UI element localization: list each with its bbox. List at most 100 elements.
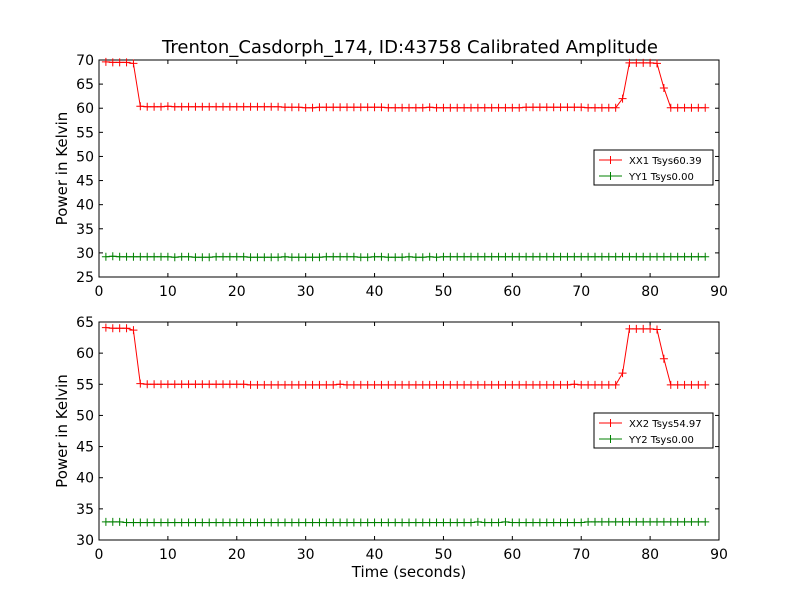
data-point (549, 252, 558, 261)
data-point (701, 380, 710, 389)
data-point (253, 253, 262, 262)
data-point (163, 380, 172, 389)
data-point (529, 380, 537, 389)
data-point (597, 103, 606, 112)
data-point (494, 518, 503, 527)
legend: XX2 Tsys54.97 YY2 Tsys0.00 (593, 412, 714, 449)
data-point (618, 252, 627, 261)
y-axis-label: Power in Kelvin (53, 374, 71, 488)
data-point (577, 518, 586, 527)
data-point (336, 518, 345, 527)
data-point (129, 518, 138, 527)
data-point (659, 83, 668, 92)
data-point (535, 252, 544, 261)
data-point (439, 380, 448, 389)
data-point (191, 518, 200, 527)
data-point (687, 517, 696, 526)
data-point (418, 518, 427, 527)
data-point (597, 517, 606, 526)
data-point (122, 252, 131, 261)
data-point (184, 252, 193, 261)
data-point (604, 103, 613, 112)
data-point (274, 380, 283, 389)
data-point (673, 103, 682, 112)
data-point (694, 103, 703, 112)
data-point (467, 103, 475, 112)
data-point (363, 380, 372, 389)
x-tick-label: 0 (95, 284, 104, 300)
data-point (549, 380, 558, 389)
data-point (322, 103, 331, 112)
data-point (453, 380, 462, 389)
data-point (384, 103, 393, 112)
data-point (639, 58, 648, 67)
data-point (467, 252, 475, 261)
data-point (432, 103, 441, 112)
series-1 (101, 323, 710, 389)
data-point (460, 252, 469, 261)
data-point (370, 103, 379, 112)
data-point (301, 103, 310, 112)
data-point (239, 380, 248, 389)
y-tick-label: 25 (76, 270, 94, 286)
data-point (287, 253, 296, 262)
data-point (591, 103, 599, 112)
data-point (411, 380, 420, 389)
data-point (487, 103, 496, 112)
x-tick-label: 90 (710, 284, 728, 300)
data-point (522, 103, 531, 112)
data-point (198, 518, 207, 527)
data-point (591, 380, 599, 389)
data-point (329, 380, 338, 389)
data-point (611, 103, 620, 112)
data-point (301, 380, 310, 389)
data-point (618, 517, 627, 526)
data-point (556, 252, 565, 261)
plot-frame (98, 59, 720, 278)
data-point (405, 380, 413, 389)
data-point (646, 324, 655, 333)
data-point (515, 380, 524, 389)
data-point (143, 380, 152, 389)
data-point (370, 518, 379, 527)
series-1 (101, 57, 710, 112)
data-point (157, 252, 165, 261)
data-point (287, 518, 296, 527)
data-point (225, 518, 234, 527)
data-point (329, 103, 338, 112)
data-point (625, 252, 634, 261)
data-point (467, 518, 475, 527)
data-point (356, 253, 365, 262)
x-tick-label: 40 (366, 547, 384, 563)
data-point (377, 518, 386, 527)
data-point (473, 252, 482, 261)
data-point (680, 380, 689, 389)
data-point (108, 252, 117, 261)
data-point (122, 324, 131, 333)
data-point (522, 252, 531, 261)
data-point (260, 518, 269, 527)
data-point (101, 517, 110, 526)
data-point (639, 324, 648, 333)
data-point (363, 253, 372, 262)
data-point (473, 380, 482, 389)
data-point (163, 252, 172, 261)
data-point (556, 518, 565, 527)
data-point (108, 517, 117, 526)
data-point (349, 518, 358, 527)
data-point (253, 102, 262, 111)
data-point (446, 518, 455, 527)
data-point (336, 103, 345, 112)
data-point (260, 380, 269, 389)
data-point (212, 102, 221, 111)
data-point (232, 102, 241, 111)
data-point (281, 518, 289, 527)
x-tick-label: 20 (228, 284, 246, 300)
y-tick-label: 45 (76, 440, 94, 456)
data-point (232, 518, 241, 527)
data-point (363, 518, 372, 527)
data-point (115, 517, 124, 526)
x-tick-label: 30 (297, 284, 315, 300)
x-tick-label: 10 (159, 284, 177, 300)
